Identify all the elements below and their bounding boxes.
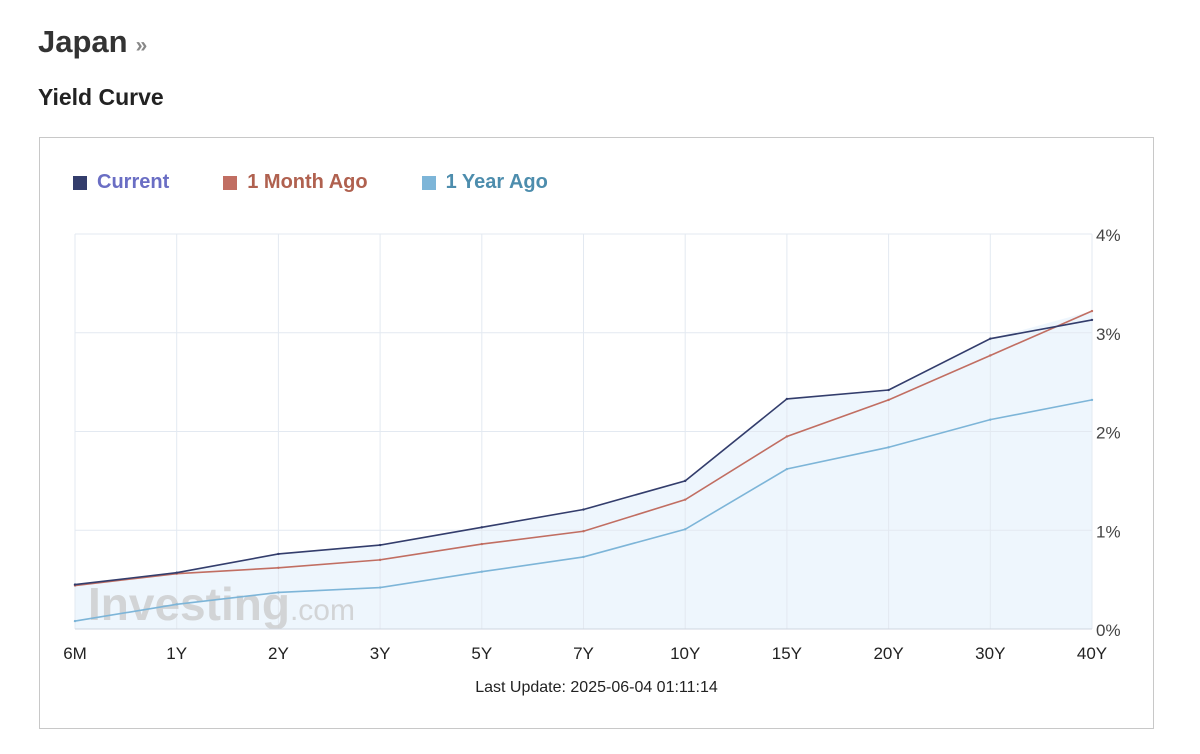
data-point: [277, 566, 280, 569]
data-point: [1090, 398, 1094, 402]
country-header[interactable]: Japan »: [38, 24, 147, 60]
data-point: [277, 552, 280, 556]
legend-swatch-1-month-ago: [223, 175, 238, 190]
data-point: [785, 435, 789, 438]
x-tick-label: 40Y: [1077, 644, 1107, 663]
data-point: [480, 526, 483, 529]
data-point: [989, 337, 992, 340]
legend-item-1-year-ago[interactable]: 1 Year Ago: [421, 171, 548, 194]
data-point: [175, 571, 178, 574]
data-point: [378, 558, 382, 562]
y-tick-label: 4%: [1096, 226, 1121, 245]
x-tick-label: 5Y: [471, 644, 492, 663]
data-point: [684, 528, 687, 531]
yield-curve-chart: Current 1 Month Ago 1 Year Ago 0% 1% 2% 3% 4…: [39, 137, 1154, 729]
data-point: [480, 570, 483, 573]
legend-item-1-month-ago[interactable]: 1 Month Ago: [223, 171, 368, 194]
x-tick-label: 10Y: [670, 644, 700, 663]
x-tick-label: 30Y: [975, 644, 1005, 663]
data-point: [887, 388, 890, 392]
data-point: [684, 498, 687, 501]
legend-label-1-month-ago: 1 Month Ago: [247, 171, 368, 193]
x-tick-label: 2Y: [268, 644, 289, 663]
y-tick-label: 3%: [1096, 325, 1121, 344]
legend-item-current[interactable]: Current: [73, 171, 169, 194]
data-point: [684, 479, 687, 483]
data-point: [1090, 318, 1094, 322]
legend-swatch-current: [73, 175, 87, 190]
watermark-suffix: .com: [290, 594, 355, 627]
y-tick-label: 1%: [1096, 522, 1121, 541]
x-tick-label: 15Y: [772, 644, 802, 663]
legend-swatch-1-year-ago: [421, 175, 436, 190]
last-update: Last Update: 2025-06-04 01:11:14: [475, 679, 718, 696]
data-point: [480, 542, 483, 546]
chart-legend: Current 1 Month Ago 1 Year Ago: [73, 171, 602, 194]
data-point: [887, 446, 890, 449]
x-tick-label: 1Y: [166, 644, 187, 663]
watermark-main: Investing: [88, 578, 290, 630]
data-point: [785, 397, 789, 401]
legend-label-current: Current: [97, 171, 170, 193]
data-point: [277, 591, 280, 594]
data-point: [785, 467, 789, 471]
x-tick-label: 6M: [63, 644, 87, 663]
legend-label-1-year-ago: 1 Year Ago: [445, 171, 548, 193]
data-point: [582, 530, 585, 533]
y-tick-label: 0%: [1096, 621, 1121, 640]
data-point: [989, 418, 992, 421]
data-point: [73, 619, 77, 623]
x-tick-label: 20Y: [873, 644, 903, 663]
section-title: Yield Curve: [38, 84, 164, 110]
data-point: [582, 508, 585, 511]
x-tick-label: 7Y: [573, 644, 594, 663]
data-point: [582, 555, 585, 559]
watermark-logo: Investing.com: [88, 578, 355, 630]
data-point: [378, 586, 382, 589]
x-tick-label: 3Y: [370, 644, 391, 663]
data-point: [1090, 309, 1094, 313]
data-point: [175, 603, 178, 606]
data-point: [378, 543, 382, 547]
data-point: [73, 583, 77, 586]
country-title[interactable]: Japan: [38, 24, 128, 59]
chevron-right-icon[interactable]: »: [135, 34, 148, 57]
data-point: [887, 398, 890, 402]
y-tick-label: 2%: [1096, 424, 1121, 443]
data-point: [989, 354, 992, 357]
